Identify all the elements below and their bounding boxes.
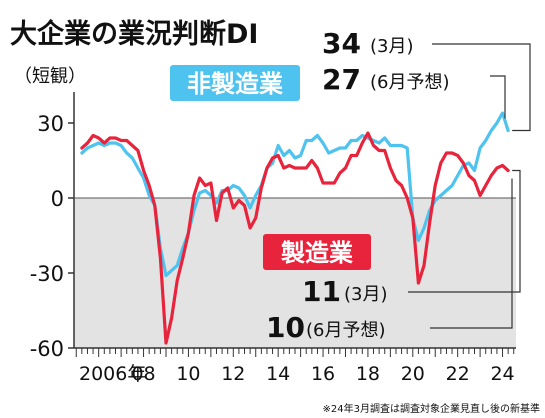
x-tick-label: 18 [356, 363, 380, 385]
y-tick-label: 0 [51, 187, 64, 211]
y-tick-group: 30 0 -30 -60 [30, 112, 74, 361]
leader-mfg-june [430, 178, 513, 329]
y-tick-label: 30 [37, 112, 64, 136]
x-tick-label: 08 [131, 363, 155, 385]
series-group [80, 111, 510, 345]
mfg-march-value: 11 [302, 275, 341, 308]
non-mfg-june-value: 27 [322, 63, 361, 96]
leader-mfg-march [408, 169, 521, 293]
x-tick-label: 20 [401, 363, 425, 385]
series-line-manufacturing [80, 131, 510, 345]
leader-non-mfg-june [490, 75, 506, 119]
x-tick-label: 10 [176, 363, 200, 385]
mfg-june-value: 10 [266, 311, 305, 344]
chart-title: 大企業の業況判断DI [10, 18, 258, 50]
x-tick-label: 14 [266, 363, 290, 385]
negative-zone-band [74, 198, 516, 348]
non-mfg-march-label: (3月) [370, 36, 414, 57]
non-manufacturing-label: 非製造業 [187, 70, 283, 98]
manufacturing-label-bg [263, 234, 371, 270]
x-tick-label: 22 [446, 363, 470, 385]
mfg-march-label: (3月) [344, 284, 388, 305]
footnote: ※24年3月調査は調査対象企業見直し後の新基準 [323, 402, 540, 415]
x-tick-label: 16 [311, 363, 335, 385]
y-tick-label: -30 [30, 262, 64, 286]
x-tick-label: 24 [490, 363, 514, 385]
manufacturing-label: 製造業 [281, 239, 353, 267]
mfg-june-label: (6月予想) [306, 320, 386, 341]
y-tick-label: -60 [30, 337, 64, 361]
non-manufacturing-label-bg [170, 65, 300, 101]
x-tick-label: 12 [221, 363, 245, 385]
non-manufacturing-label-box: 非製造業 [170, 65, 300, 101]
x-tick-label: 2006年 [79, 363, 146, 385]
non-mfg-june-label: (6月予想) [370, 72, 450, 93]
non-mfg-march-value: 34 [322, 27, 361, 60]
callout-leaders [408, 43, 531, 329]
manufacturing-label-box: 製造業 [263, 234, 371, 270]
leader-non-mfg-march [432, 43, 531, 132]
chart-unit: （短観） [14, 66, 86, 87]
